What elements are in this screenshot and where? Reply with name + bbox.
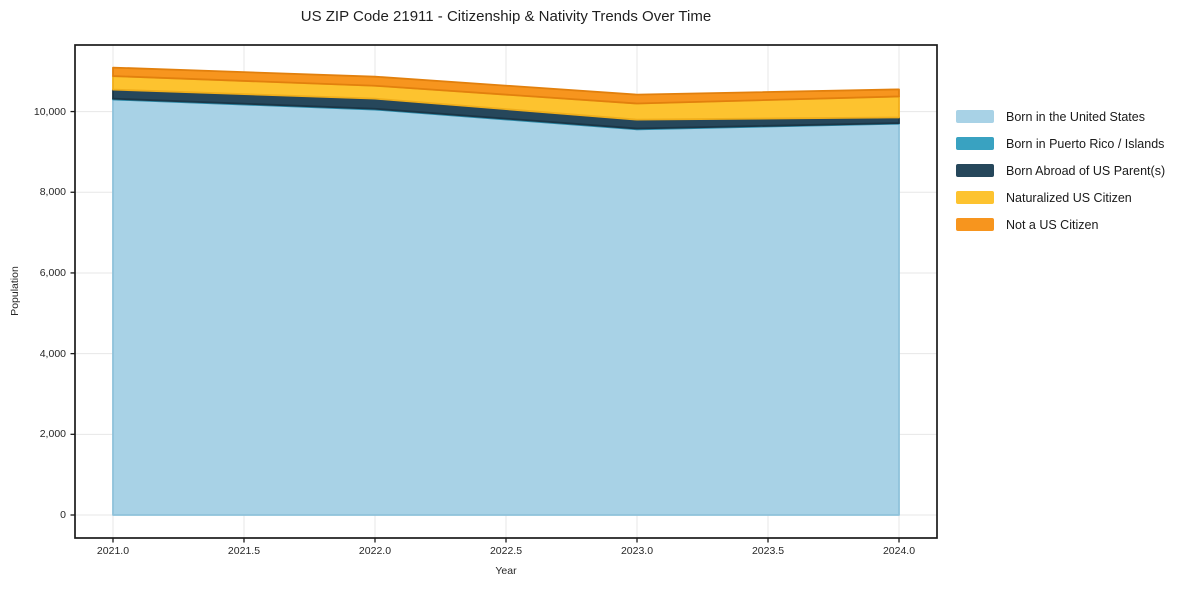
x-axis-label: Year	[495, 565, 517, 577]
x-tick-label: 2022.5	[489, 545, 523, 557]
x-tick-label: 2023.0	[620, 545, 654, 557]
legend-label: Born in the United States	[1006, 109, 1145, 124]
legend-swatch	[956, 110, 994, 123]
y-tick-label: 10,000	[33, 105, 66, 118]
x-tick-label: 2021.5	[227, 545, 261, 557]
legend-label: Naturalized US Citizen	[1006, 190, 1132, 205]
x-tick-label: 2022.0	[358, 545, 392, 557]
x-tick-label: 2023.5	[751, 545, 785, 557]
legend-entry-naturalized-us-citizen: Naturalized US Citizen	[956, 184, 1165, 211]
chart-title: US ZIP Code 21911 - Citizenship & Nativi…	[300, 8, 712, 25]
y-tick-label: 2,000	[39, 428, 66, 441]
legend-swatch	[956, 191, 994, 204]
y-tick-label: 6,000	[39, 266, 66, 279]
y-tick-label: 0	[60, 509, 66, 521]
area-series-born-in-the-united-states	[112, 98, 900, 516]
y-tick-label: 4,000	[39, 347, 66, 360]
x-tick-label: 2024.0	[882, 545, 916, 557]
legend-entry-born-abroad-of-us-parent-s: Born Abroad of US Parent(s)	[956, 157, 1165, 184]
y-axis-label: Population	[9, 266, 21, 316]
legend-swatch	[956, 137, 994, 150]
legend-swatch	[956, 218, 994, 231]
legend: Born in the United States Born in Puerto …	[956, 103, 1165, 238]
legend-entry-born-in-puerto-rico-islands: Born in Puerto Rico / Islands	[956, 130, 1165, 157]
x-tick-label: 2021.0	[96, 545, 130, 557]
area-series-not-a-us-citizen	[112, 66, 900, 105]
legend-label: Born in Puerto Rico / Islands	[1006, 136, 1165, 151]
legend-label: Not a US Citizen	[1006, 217, 1099, 232]
legend-swatch	[956, 164, 994, 177]
y-tick-label: 8,000	[39, 186, 66, 199]
legend-entry-not-a-us-citizen: Not a US Citizen	[956, 211, 1165, 238]
legend-entry-born-in-the-united-states: Born in the United States	[956, 103, 1165, 130]
legend-label: Born Abroad of US Parent(s)	[1006, 163, 1166, 178]
